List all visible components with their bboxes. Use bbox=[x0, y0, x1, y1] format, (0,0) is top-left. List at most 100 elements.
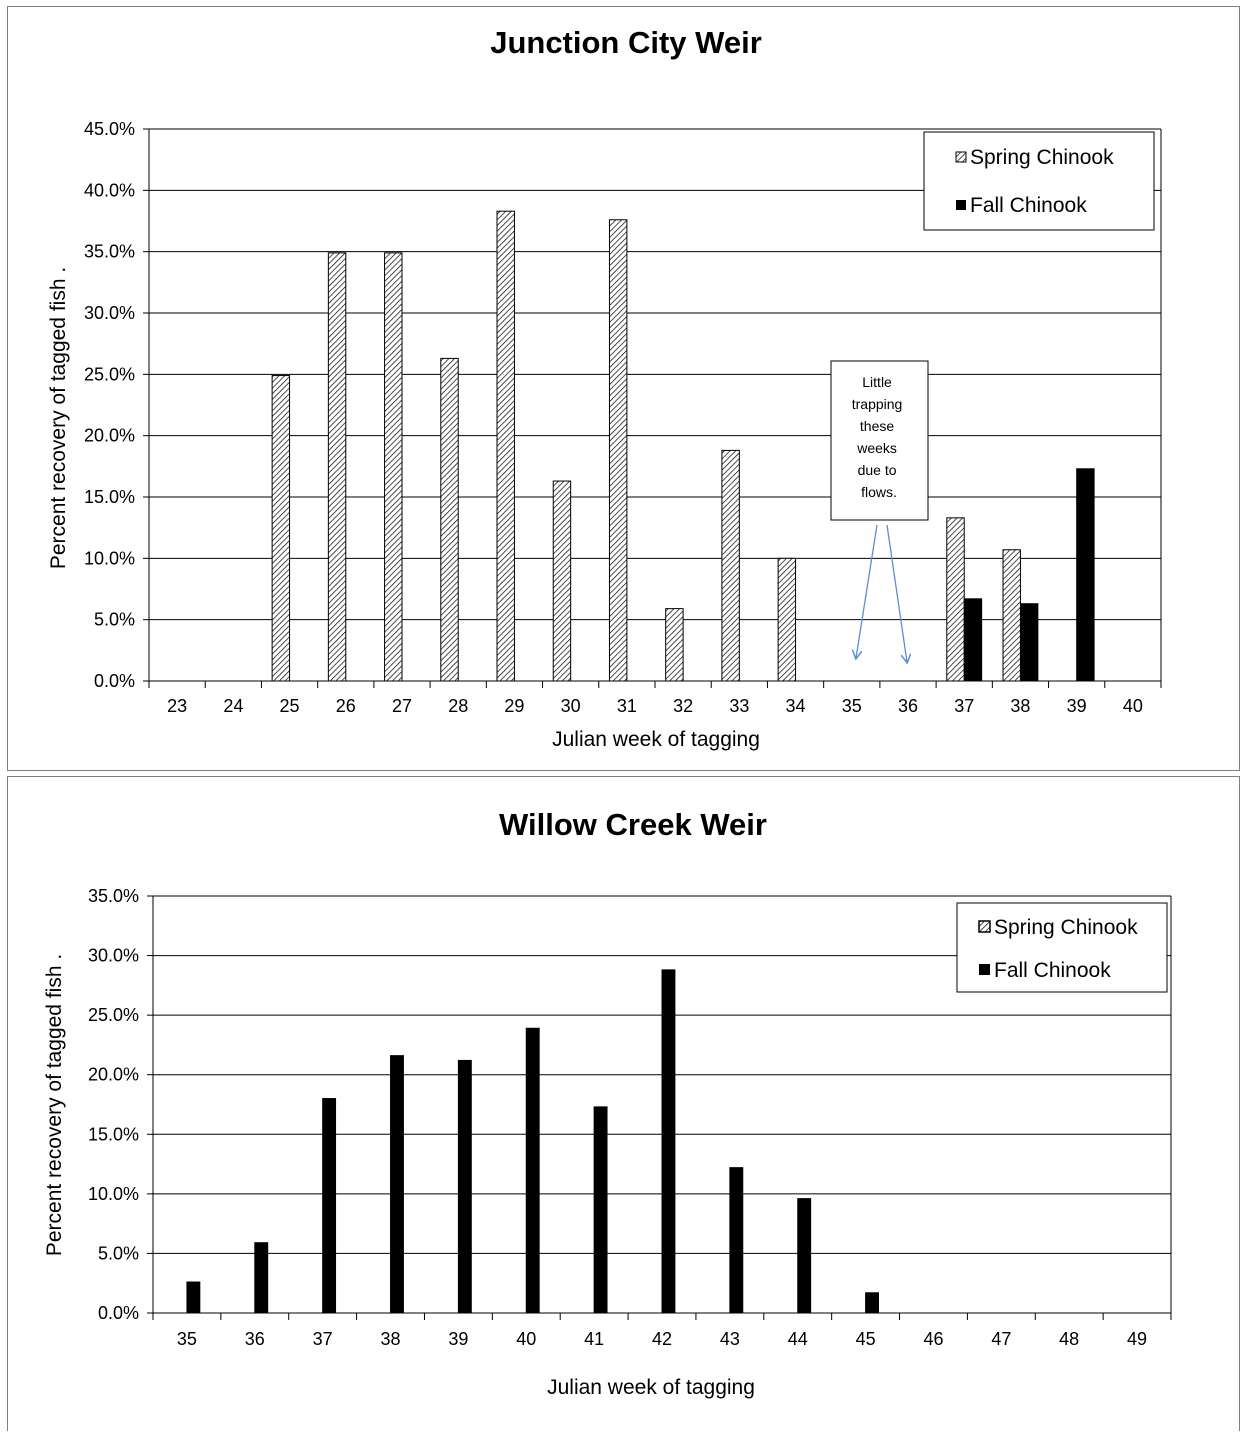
bar-fall-chinook-week-41 bbox=[593, 1106, 608, 1314]
bar-fall-chinook-week-39 bbox=[1076, 468, 1095, 682]
x-tick-labels: 23 24 25 26 27 28 29 30 31 32 33 34 35 36 37 38 39 40 bbox=[167, 696, 1143, 716]
annotation-arrow-week35 bbox=[856, 524, 878, 658]
bar-fall-chinook-week-35 bbox=[186, 1281, 201, 1314]
y-axis-label: Percent recovery of tagged fish . bbox=[47, 267, 70, 569]
bar-spring-chinook-week-25 bbox=[271, 375, 291, 682]
x-tick-label: 32 bbox=[673, 696, 693, 716]
x-tick-label: 43 bbox=[720, 1329, 740, 1349]
bar-spring-chinook-week-29 bbox=[496, 210, 515, 682]
legend-box bbox=[956, 902, 1168, 993]
annotation-line: weeks bbox=[856, 440, 897, 456]
x-tick-label: 27 bbox=[392, 696, 412, 716]
x-tick-label: 42 bbox=[652, 1329, 672, 1349]
bar-fall-chinook-week-37 bbox=[322, 1098, 337, 1314]
y-tick-labels: 0.0% 5.0% 10.0% 15.0% 20.0% 25.0% 30.0% 35.0% 40… bbox=[84, 119, 135, 691]
y-tick-label: 15.0% bbox=[84, 487, 135, 507]
bar-fall-chinook-week-44 bbox=[797, 1198, 812, 1314]
x-tick-label: 36 bbox=[245, 1329, 265, 1349]
chart-title: Willow Creek Weir bbox=[499, 807, 767, 842]
x-tick-label: 31 bbox=[617, 696, 637, 716]
y-tick-label: 0.0% bbox=[94, 671, 135, 691]
x-tick-label: 33 bbox=[729, 696, 749, 716]
bar-fall-chinook-week-45 bbox=[865, 1292, 879, 1314]
annotation-arrow-week36 bbox=[886, 524, 907, 662]
legend-label-spring: Spring Chinook bbox=[970, 146, 1114, 169]
x-tick-label: 24 bbox=[223, 696, 243, 716]
x-tick-label: 34 bbox=[786, 696, 806, 716]
y-tick-label: 30.0% bbox=[88, 946, 139, 966]
x-tick-label: 36 bbox=[898, 696, 918, 716]
annotation-box bbox=[830, 360, 929, 521]
bars bbox=[186, 969, 879, 1314]
bar-fall-chinook-week-37 bbox=[963, 598, 983, 682]
y-tick-label: 5.0% bbox=[94, 610, 135, 630]
legend-swatch-fall bbox=[979, 964, 990, 975]
bar-spring-chinook-week-38 bbox=[1002, 549, 1021, 682]
bar-fall-chinook-week-43 bbox=[729, 1167, 744, 1314]
y-tick-label: 35.0% bbox=[84, 242, 135, 262]
bar-fall-chinook-week-42 bbox=[661, 969, 676, 1314]
chart-title: Junction City Weir bbox=[490, 25, 762, 60]
y-tick-label: 35.0% bbox=[88, 886, 139, 906]
y-tick-label: 25.0% bbox=[84, 364, 135, 384]
legend-box bbox=[923, 131, 1155, 231]
x-tick-label: 30 bbox=[561, 696, 581, 716]
legend-label-fall: Fall Chinook bbox=[970, 194, 1087, 217]
annotation-line: due to bbox=[858, 462, 897, 478]
x-axis-label: Julian week of tagging bbox=[547, 1376, 755, 1399]
x-tick-label: 46 bbox=[923, 1329, 943, 1349]
annotation-line: trapping bbox=[852, 396, 903, 412]
bar-fall-chinook-week-38 bbox=[390, 1055, 404, 1314]
bar-spring-chinook-week-37 bbox=[946, 517, 965, 682]
x-tick-label: 40 bbox=[516, 1329, 536, 1349]
bar-fall-chinook-week-36 bbox=[254, 1242, 269, 1314]
x-tick-label: 45 bbox=[856, 1329, 876, 1349]
x-tick-label: 35 bbox=[842, 696, 862, 716]
x-tick-label: 48 bbox=[1059, 1329, 1079, 1349]
y-axis-label: Percent recovery of tagged fish . bbox=[43, 954, 66, 1256]
bar-spring-chinook-week-33 bbox=[721, 449, 740, 682]
annotation-line: flows. bbox=[861, 484, 897, 500]
junction-city-chart: Junction City Weir 0.0% 5.0% 10.0% 15.0% 20.… bbox=[47, 25, 1162, 751]
x-tick-label: 35 bbox=[177, 1329, 197, 1349]
x-tick-label: 39 bbox=[1067, 696, 1087, 716]
willow-creek-chart: Willow Creek Weir 0.0% 5.0% 10.0% 15.0% 20.0… bbox=[43, 807, 1172, 1399]
x-tick-label: 29 bbox=[504, 696, 524, 716]
x-tick-label: 37 bbox=[954, 696, 974, 716]
bar-spring-chinook-week-30 bbox=[552, 480, 572, 682]
x-tick-label: 49 bbox=[1127, 1329, 1147, 1349]
legend-label-spring: Spring Chinook bbox=[994, 916, 1138, 939]
legend-swatch-spring bbox=[955, 151, 967, 163]
bar-spring-chinook-week-28 bbox=[440, 357, 459, 682]
x-tick-label: 47 bbox=[991, 1329, 1011, 1349]
axes bbox=[143, 128, 1162, 688]
y-tick-label: 20.0% bbox=[88, 1065, 139, 1085]
x-tick-label: 44 bbox=[788, 1329, 808, 1349]
bar-fall-chinook-week-38 bbox=[1019, 603, 1039, 682]
y-tick-label: 25.0% bbox=[88, 1005, 139, 1025]
bar-fall-chinook-week-39 bbox=[457, 1059, 472, 1314]
annotation-line: Little bbox=[862, 374, 892, 390]
bars bbox=[271, 210, 1095, 682]
legend: Spring Chinook Fall Chinook bbox=[923, 131, 1155, 231]
annotation-line: these bbox=[860, 418, 894, 434]
legend: Spring Chinook Fall Chinook bbox=[956, 902, 1168, 993]
axes bbox=[147, 895, 1172, 1320]
x-tick-label: 40 bbox=[1123, 696, 1143, 716]
legend-swatch-spring bbox=[978, 920, 991, 933]
x-tick-labels: 35 36 37 38 39 40 41 42 43 44 45 46 47 48 49 bbox=[177, 1329, 1147, 1349]
annotation-callout: Little trapping these weeks due to flows… bbox=[830, 360, 929, 662]
y-tick-label: 15.0% bbox=[88, 1124, 139, 1144]
x-tick-label: 41 bbox=[584, 1329, 604, 1349]
legend-label-fall: Fall Chinook bbox=[994, 959, 1111, 982]
y-tick-label: 0.0% bbox=[98, 1303, 139, 1323]
y-tick-label: 40.0% bbox=[84, 180, 135, 200]
x-tick-label: 28 bbox=[448, 696, 468, 716]
y-tick-label: 10.0% bbox=[84, 548, 135, 568]
bar-fall-chinook-week-40 bbox=[525, 1027, 540, 1314]
y-tick-label: 5.0% bbox=[98, 1243, 139, 1263]
bar-spring-chinook-week-34 bbox=[777, 557, 797, 682]
annotation-text: Little trapping these weeks due to flows… bbox=[852, 374, 906, 500]
y-tick-label: 30.0% bbox=[84, 303, 135, 323]
bar-spring-chinook-week-26 bbox=[327, 252, 347, 682]
